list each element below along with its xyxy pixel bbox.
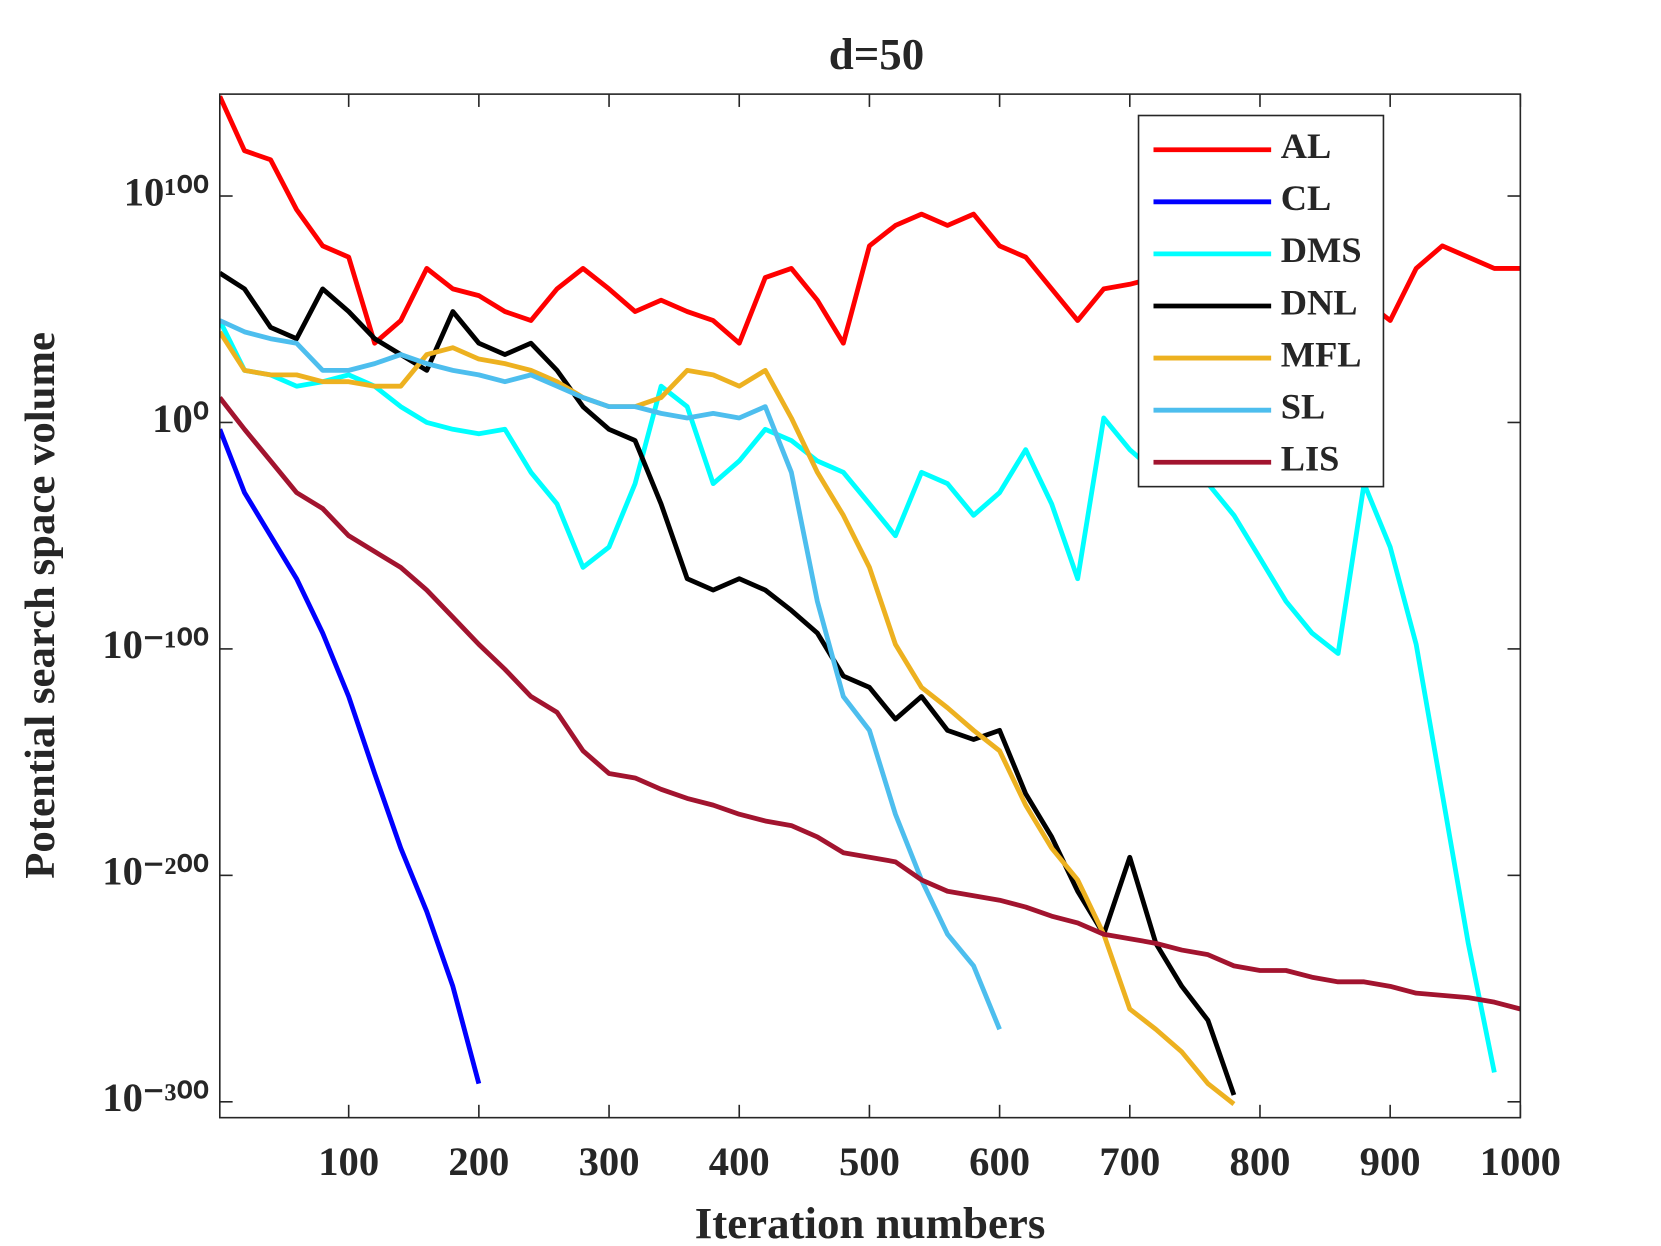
- legend-label: DMS: [1281, 230, 1362, 270]
- y-tick-label: 10⁻¹⁰⁰: [102, 622, 209, 667]
- legend-label: AL: [1281, 126, 1332, 166]
- x-tick-label: 1000: [1480, 1139, 1561, 1184]
- x-tick-label: 100: [318, 1139, 379, 1184]
- series-line: [219, 319, 1497, 1073]
- y-tick-label: 10⁻²⁰⁰: [102, 849, 209, 894]
- legend-label: MFL: [1281, 334, 1362, 374]
- series-line: [219, 396, 1521, 1012]
- chart-title: d=50: [829, 29, 924, 79]
- x-tick-label: 800: [1230, 1139, 1291, 1184]
- x-tick-label: 400: [709, 1139, 770, 1184]
- legend-label: CL: [1281, 178, 1332, 218]
- x-tick-label: 200: [448, 1139, 509, 1184]
- plot-frame: [218, 93, 1522, 1119]
- legend-label: LIS: [1281, 439, 1340, 479]
- x-tick-label: 600: [969, 1139, 1030, 1184]
- y-tick-label: 10⁰: [152, 396, 209, 441]
- x-tick-label: 300: [579, 1139, 640, 1184]
- series-line: [219, 330, 1236, 1106]
- y-axis-label: Potential search space volume: [17, 332, 64, 879]
- x-axis-label: Iteration numbers: [695, 1198, 1046, 1246]
- series-line: [219, 318, 1002, 1031]
- legend-label: SL: [1281, 387, 1325, 427]
- x-tick-label: 900: [1360, 1139, 1421, 1184]
- legend-label: DNL: [1281, 282, 1358, 322]
- x-tick-label: 500: [839, 1139, 900, 1184]
- x-tick-label: 700: [1099, 1139, 1160, 1184]
- y-tick-label: 10¹⁰⁰: [124, 169, 209, 214]
- y-tick-label: 10⁻³⁰⁰: [102, 1075, 209, 1120]
- series-line: [219, 428, 482, 1085]
- legend-box: [1137, 114, 1385, 488]
